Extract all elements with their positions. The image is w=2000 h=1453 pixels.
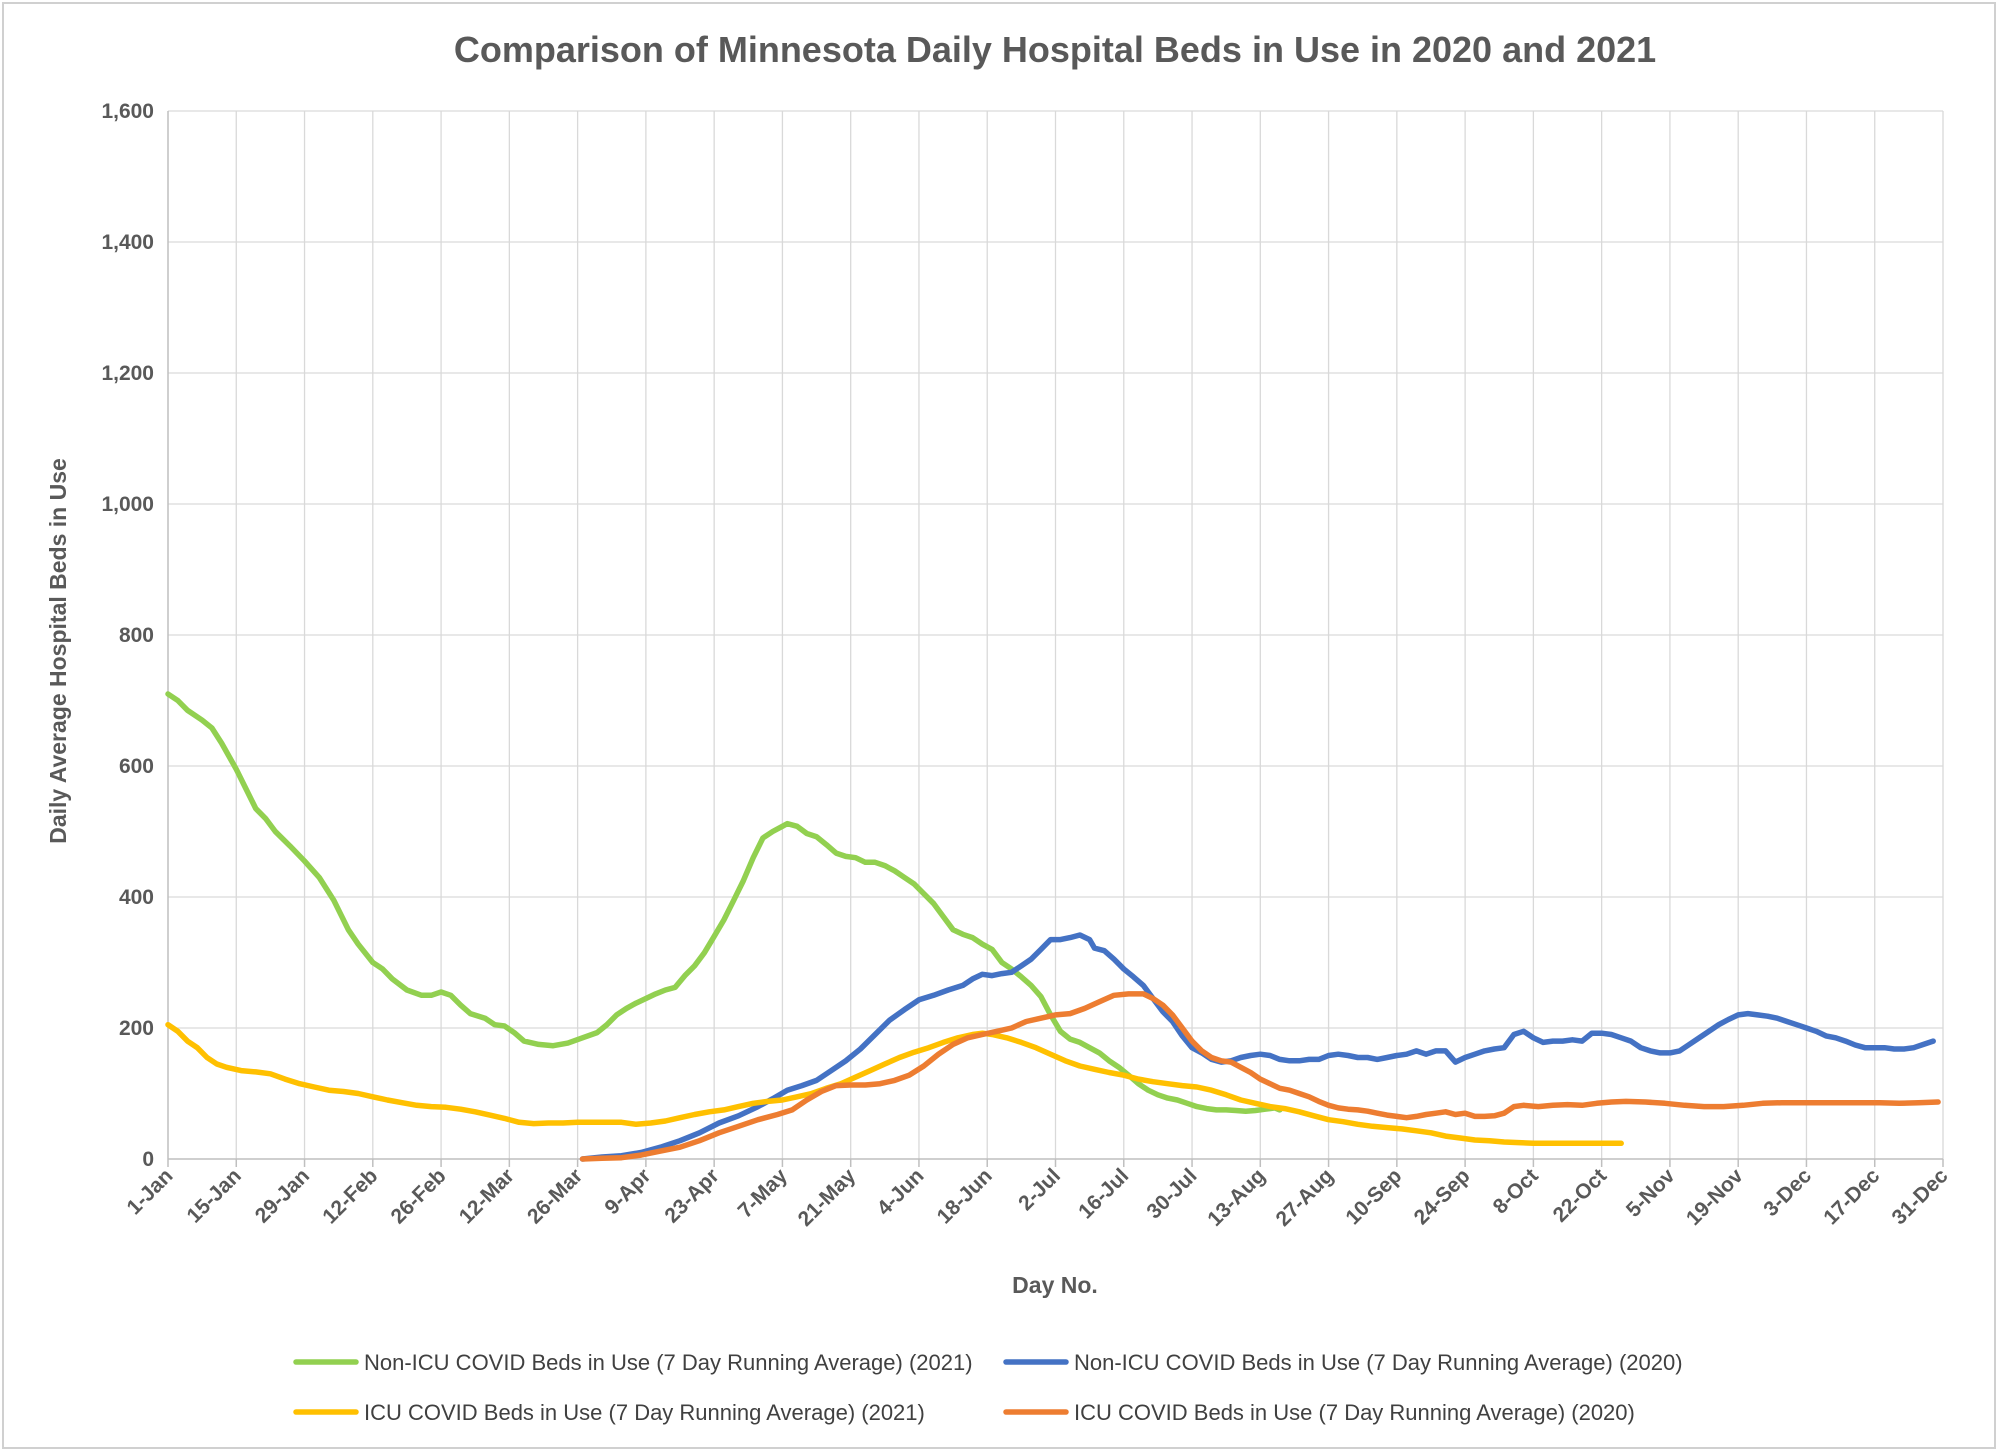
y-tick-label: 0 (142, 1148, 154, 1171)
y-axis-ticks: 0 200 400 600 800 1,000 1,200 1,400 1,600 (101, 100, 154, 1171)
x-tick-label: 12-Mar (455, 1164, 519, 1228)
gridlines (168, 110, 1944, 1159)
series-line-3 (165, 1021, 1624, 1147)
x-tick-label: 18-Jun (933, 1164, 997, 1228)
series-line-1 (165, 691, 1283, 1114)
axes (167, 111, 1944, 1167)
series-line-4 (579, 991, 1941, 1162)
x-tick-label: 1-Jan (122, 1164, 177, 1219)
legend-item: Non-ICU COVID Beds in Use (7 Day Running… (293, 1350, 973, 1375)
x-tick-label: 29-Jan (251, 1164, 314, 1227)
y-tick-label: 1,200 (101, 362, 154, 385)
y-tick-label: 400 (119, 886, 154, 909)
x-tick-label: 16-Jul (1074, 1164, 1133, 1223)
x-tick-label: 17-Dec (1819, 1164, 1884, 1229)
x-tick-label: 22-Oct (1549, 1164, 1611, 1226)
y-tick-label: 1,000 (101, 493, 154, 516)
x-tick-label: 19-Nov (1682, 1164, 1748, 1230)
x-tick-label: 23-Apr (660, 1164, 723, 1227)
x-tick-label: 12-Feb (318, 1164, 382, 1228)
legend-item: ICU COVID Beds in Use (7 Day Running Ave… (1003, 1400, 1635, 1425)
x-tick-label: 24-Sep (1410, 1164, 1475, 1229)
y-tick-label: 800 (119, 624, 154, 647)
y-axis-label: Daily Average Hospital Beds in Use (45, 458, 71, 844)
x-tick-label: 8-Oct (1489, 1164, 1543, 1218)
x-tick-label: 5-Nov (1622, 1164, 1680, 1222)
x-tick-label: 10-Sep (1341, 1164, 1406, 1229)
x-tick-label: 27-Aug (1272, 1164, 1339, 1231)
y-tick-label: 600 (119, 755, 154, 778)
legend-label: ICU COVID Beds in Use (7 Day Running Ave… (364, 1400, 925, 1425)
x-tick-label: 3-Dec (1759, 1164, 1816, 1221)
x-tick-label: 2-Jul (1014, 1164, 1065, 1215)
x-axis-ticks: 1-Jan 15-Jan 29-Jan 12-Feb 26-Feb 12-Mar 26-Ma… (122, 1164, 1952, 1231)
chart-title: Comparison of Minnesota Daily Hospital B… (454, 29, 1656, 70)
legend: Non-ICU COVID Beds in Use (7 Day Running… (293, 1350, 1683, 1425)
x-tick-label: 13-Aug (1203, 1164, 1270, 1231)
legend-label: ICU COVID Beds in Use (7 Day Running Ave… (1074, 1400, 1635, 1425)
legend-label: Non-ICU COVID Beds in Use (7 Day Running… (364, 1350, 973, 1375)
x-tick-label: 26-Feb (386, 1164, 450, 1228)
series-lines (165, 691, 1941, 1162)
x-tick-label: 30-Jul (1142, 1164, 1201, 1223)
legend-label: Non-ICU COVID Beds in Use (7 Day Running… (1074, 1350, 1683, 1375)
x-tick-label: 15-Jan (182, 1164, 245, 1227)
legend-item: Non-ICU COVID Beds in Use (7 Day Running… (1003, 1350, 1683, 1375)
y-tick-label: 200 (119, 1017, 154, 1040)
x-tick-label: 31-Dec (1888, 1164, 1953, 1229)
y-tick-label: 1,400 (101, 231, 154, 254)
y-tick-label: 1,600 (101, 100, 154, 123)
x-tick-label: 9-Apr (600, 1164, 655, 1219)
x-tick-label: 26-Mar (523, 1164, 587, 1228)
series-line-2 (579, 932, 1936, 1162)
x-tick-label: 4-Jun (873, 1164, 929, 1220)
x-tick-label: 21-May (794, 1164, 861, 1231)
legend-item: ICU COVID Beds in Use (7 Day Running Ave… (293, 1400, 925, 1425)
x-tick-label: 7-May (734, 1164, 793, 1223)
x-axis-label: Day No. (1012, 1272, 1098, 1298)
